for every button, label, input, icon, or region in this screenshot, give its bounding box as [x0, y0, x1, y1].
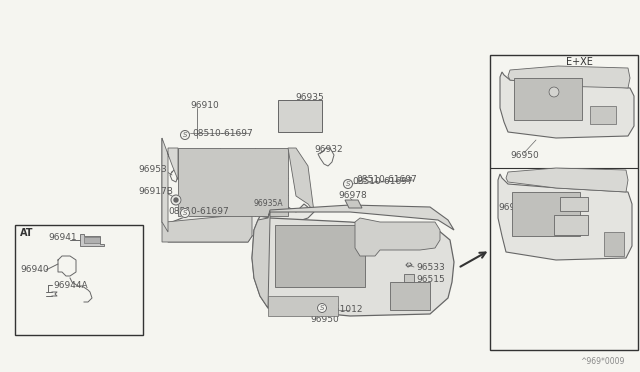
Text: 96533: 96533	[416, 263, 445, 272]
Circle shape	[171, 195, 181, 205]
Bar	[404, 274, 414, 282]
Text: 08510-61697: 08510-61697	[192, 128, 253, 138]
Polygon shape	[506, 168, 628, 192]
Circle shape	[317, 304, 326, 312]
Text: E+XE: E+XE	[566, 57, 593, 67]
Text: ^969*0009: ^969*0009	[580, 357, 625, 366]
Text: 96950: 96950	[498, 202, 527, 212]
Bar	[560, 197, 588, 211]
Bar	[604, 232, 624, 256]
Text: 96917B: 96917B	[138, 187, 173, 196]
Polygon shape	[252, 216, 454, 316]
Bar	[268, 296, 338, 316]
Text: 96935A: 96935A	[254, 199, 284, 208]
Text: 96950: 96950	[310, 315, 339, 324]
Circle shape	[174, 198, 178, 202]
Text: S: S	[183, 132, 188, 138]
Bar	[512, 192, 580, 236]
Text: 96515: 96515	[416, 276, 445, 285]
Circle shape	[180, 208, 189, 218]
Text: 96978: 96978	[338, 192, 367, 201]
Polygon shape	[162, 214, 252, 242]
Circle shape	[344, 180, 353, 189]
Text: 08510-61697: 08510-61697	[168, 208, 228, 217]
Text: 96940: 96940	[20, 266, 49, 275]
Text: 08510-61697: 08510-61697	[352, 177, 413, 186]
Text: 96950: 96950	[510, 151, 539, 160]
Polygon shape	[268, 205, 454, 230]
Text: 96921: 96921	[530, 211, 559, 219]
Polygon shape	[345, 200, 362, 208]
Polygon shape	[498, 174, 632, 260]
Text: 96932: 96932	[314, 145, 342, 154]
Bar	[275, 225, 365, 287]
Polygon shape	[252, 212, 270, 308]
Circle shape	[549, 87, 559, 97]
Text: 96910: 96910	[190, 100, 219, 109]
Text: AT: AT	[20, 228, 33, 238]
Polygon shape	[355, 218, 440, 256]
Text: 96953: 96953	[138, 166, 167, 174]
Bar	[554, 215, 588, 235]
Bar	[15, 225, 143, 335]
Polygon shape	[508, 66, 630, 88]
Text: 08510-61697: 08510-61697	[356, 176, 417, 185]
Bar	[178, 148, 288, 216]
Polygon shape	[84, 237, 100, 243]
Bar	[514, 78, 582, 120]
Circle shape	[180, 131, 189, 140]
Text: 96922: 96922	[522, 224, 550, 232]
Polygon shape	[288, 148, 314, 212]
Bar	[278, 100, 322, 132]
Text: 96941: 96941	[48, 232, 77, 241]
Polygon shape	[80, 234, 104, 246]
Text: 96935: 96935	[295, 93, 324, 102]
Text: 96944A: 96944A	[53, 280, 88, 289]
Bar	[490, 55, 638, 350]
Text: 08543-51012: 08543-51012	[302, 305, 362, 314]
Bar	[590, 106, 616, 124]
Polygon shape	[162, 138, 178, 232]
Text: S: S	[183, 210, 188, 216]
Text: S: S	[346, 181, 350, 187]
Polygon shape	[500, 72, 634, 138]
Bar	[390, 282, 430, 310]
Text: 96935A: 96935A	[284, 122, 314, 131]
Polygon shape	[162, 138, 314, 242]
Text: S: S	[320, 305, 324, 311]
